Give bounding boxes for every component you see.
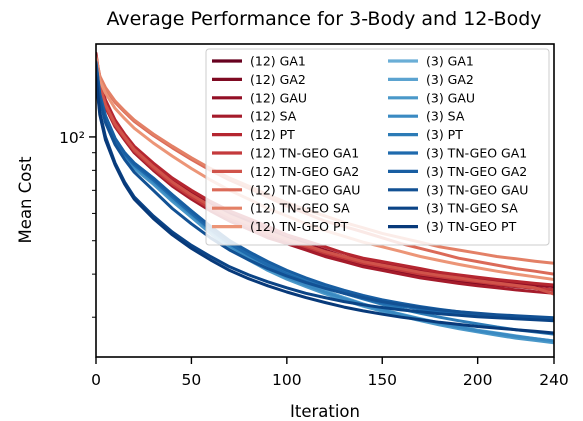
legend-label-16: (3) TN-GEO GA2 [426,164,527,179]
legend-label-1: (12) GA2 [250,72,306,87]
series-line-17 [96,65,554,320]
axes-layer: 0 50 100 150 200 240 10² [59,129,569,389]
legend-label-9: (12) TN-GEO PT [250,219,349,234]
legend-label-3: (12) SA [250,109,297,124]
legend-label-17: (3) TN-GEO GAU [426,182,528,197]
legend-label-10: (3) GA1 [426,54,474,69]
plot-frame [95,43,555,358]
y-axis-label: Mean Cost [16,156,35,243]
legend-label-12: (3) GAU [426,90,475,105]
legend-label-2: (12) GAU [250,90,307,105]
x-tick-label-4: 200 [463,371,493,389]
x-tick-label-1: 50 [182,371,202,389]
legend-label-7: (12) TN-GEO GAU [250,182,360,197]
legend-label-5: (12) TN-GEO GA1 [250,146,359,161]
legend-label-0: (12) GA1 [250,54,306,69]
series-line-19 [96,76,554,335]
legend-label-11: (3) GA2 [426,72,474,87]
legend-label-8: (12) TN-GEO SA [250,201,350,216]
x-tick-label-0: 0 [91,371,101,389]
legend-box [205,48,550,246]
x-tick-label-2: 100 [272,371,302,389]
legend: (12) GA1 (12) GA2 (12) GAU (12) SA (12) PT (1… [205,48,550,246]
legend-label-4: (12) PT [250,127,295,142]
x-tick-label-3: 150 [367,371,397,389]
y-tick-label-0: 10² [59,129,85,147]
x-axis-label: Iteration [290,402,360,421]
legend-label-19: (3) TN-GEO PT [426,219,517,234]
legend-label-6: (12) TN-GEO GA2 [250,164,359,179]
legend-label-15: (3) TN-GEO GA1 [426,146,527,161]
x-tick-label-5: 240 [539,371,569,389]
series-layer [96,51,554,345]
legend-label-18: (3) TN-GEO SA [426,201,518,216]
legend-label-14: (3) PT [426,127,463,142]
legend-label-13: (3) SA [426,109,465,124]
chart-title: Average Performance for 3-Body and 12-Bo… [106,8,541,30]
plot-area [95,43,555,358]
